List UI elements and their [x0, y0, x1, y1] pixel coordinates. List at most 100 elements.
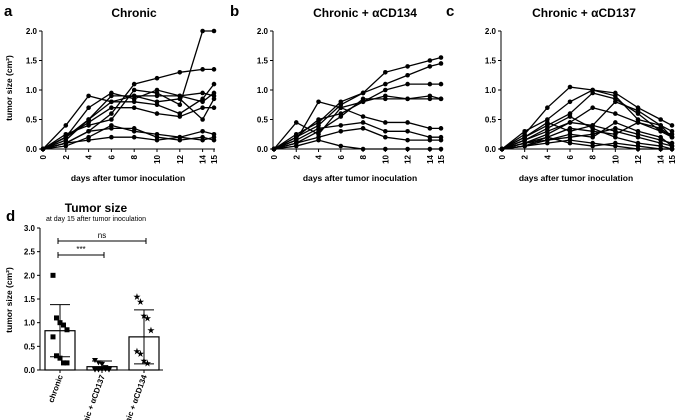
data-point: [360, 126, 366, 131]
data-point: [427, 137, 433, 143]
x-tick-label: chronic + αCD134: [117, 373, 149, 420]
panel-label-a: a: [4, 3, 13, 20]
data-point: [438, 146, 444, 152]
y-tick-label: 1.0: [257, 86, 269, 95]
series-line-3: [42, 30, 214, 150]
data-point: ★: [144, 359, 152, 368]
data-point: [383, 93, 388, 99]
y-axis-c: 0.0 0.5 1.0 1.5 2.0: [485, 27, 502, 154]
data-point: [405, 72, 410, 78]
y-tick-label: 3.0: [24, 224, 36, 233]
y-tick-label: 1.0: [26, 86, 38, 95]
data-point: [427, 126, 433, 131]
data-point: [200, 137, 205, 143]
data-point: [154, 75, 160, 81]
chart-title-d: Tumor size: [65, 201, 128, 215]
data-point: [405, 146, 410, 152]
y-tick-label: 2.5: [24, 248, 36, 257]
data-point: [658, 146, 663, 152]
data-point: [545, 134, 550, 140]
data-point: [293, 120, 299, 125]
data-point: [131, 134, 137, 140]
data-point: [200, 117, 205, 122]
data-point: [86, 129, 91, 134]
data-point: [590, 90, 595, 96]
data-point: [61, 360, 66, 366]
data-point: [177, 93, 183, 99]
y-tick-label: 1.5: [485, 57, 497, 66]
panel-label-c: c: [446, 3, 454, 20]
data-point: [499, 146, 505, 152]
x-tick-label: 12: [634, 154, 643, 163]
data-point: [200, 105, 205, 110]
x-tick-label: 12: [176, 154, 185, 163]
x-tick-label: chronic + αCD137: [75, 373, 107, 420]
data-point: [131, 99, 137, 105]
y-axis-b: 0.0 0.5 1.0 1.5 2.0: [257, 27, 274, 154]
data-point: [86, 105, 91, 110]
y-axis-label-d: tumor size (cm²): [4, 267, 14, 333]
data-point: [613, 90, 618, 96]
data-point: [131, 129, 137, 134]
data-point: [271, 146, 277, 152]
panel-b: b Chronic + αCD134 0.0 0.5 1.0 1.5 2.0 0 2 4 6 8…: [230, 3, 446, 183]
y-tick-label: 0.0: [24, 366, 36, 375]
x-tick-label: 15: [437, 154, 446, 163]
data-point: [106, 367, 112, 373]
data-point: [200, 129, 205, 134]
y-tick-label: 2.0: [257, 27, 269, 36]
x-tick-label: 10: [153, 154, 162, 163]
data-point: [635, 143, 641, 149]
data-point: [211, 81, 217, 87]
data-point: [438, 81, 444, 87]
data-point: [211, 93, 217, 99]
data-point: [131, 93, 137, 99]
significance-label: ns: [98, 231, 106, 240]
plot-area-b: [271, 55, 444, 152]
data-point: [211, 134, 217, 140]
data-point: [613, 140, 618, 146]
data-point: [95, 360, 102, 366]
data-point: [613, 111, 618, 116]
data-point: [154, 111, 160, 116]
x-tick-label: 15: [210, 154, 219, 163]
data-point: [109, 99, 114, 105]
y-tick-label: 0.0: [485, 145, 497, 154]
data-point: [177, 70, 183, 75]
data-point: [438, 55, 444, 60]
data-point: [63, 140, 69, 146]
data-point: [438, 61, 444, 66]
data-point: [338, 123, 344, 128]
data-point: [57, 355, 63, 361]
data-point: [64, 327, 70, 333]
data-point: [50, 334, 56, 340]
data-point: [86, 93, 91, 99]
significance-label: ***: [76, 245, 85, 254]
data-point: [316, 117, 321, 122]
data-point: [54, 315, 59, 321]
data-point: [95, 367, 102, 373]
data-point: [438, 137, 444, 143]
plot-area-c: [499, 84, 675, 152]
data-point: [109, 117, 114, 122]
data-point: [613, 126, 618, 131]
x-tick-label: 2: [521, 154, 530, 159]
x-axis-c: 0 2 4 6 8 10 12 14 15: [498, 148, 677, 164]
data-point: [154, 131, 160, 137]
data-point: [293, 143, 299, 149]
data-point: [669, 123, 675, 128]
data-point: [63, 134, 69, 140]
data-point: [211, 105, 217, 110]
data-point: [383, 120, 388, 125]
data-point: [86, 137, 91, 143]
y-tick-label: 0.5: [257, 116, 269, 125]
data-point: [567, 114, 573, 119]
data-point: [200, 96, 205, 102]
data-point: [567, 84, 573, 90]
data-point: [54, 353, 59, 359]
data-point: ★: [133, 347, 141, 356]
data-point: [613, 99, 618, 105]
x-tick-label: 10: [381, 154, 390, 163]
x-tick-label: 2: [62, 154, 71, 159]
